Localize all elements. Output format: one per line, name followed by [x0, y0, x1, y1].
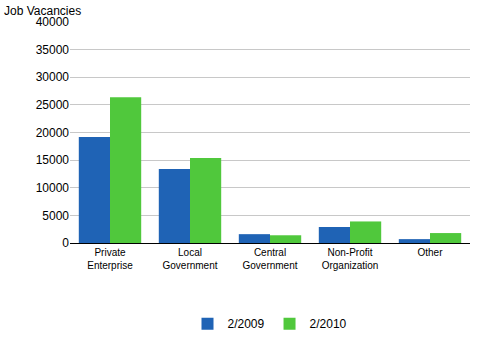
- svg-text:40000: 40000: [36, 15, 70, 29]
- svg-text:Non-ProfitOrganization: Non-ProfitOrganization: [322, 247, 379, 271]
- svg-text:CentralGovernment: CentralGovernment: [242, 247, 297, 271]
- svg-text:15000: 15000: [36, 153, 70, 167]
- svg-text:LocalGovernment: LocalGovernment: [162, 247, 217, 271]
- svg-text:5000: 5000: [42, 209, 69, 223]
- svg-text:20000: 20000: [36, 126, 70, 140]
- svg-text:Other: Other: [417, 247, 443, 258]
- svg-text:0: 0: [62, 236, 69, 250]
- svg-text:25000: 25000: [36, 98, 70, 112]
- svg-text:30000: 30000: [36, 70, 70, 84]
- svg-text:35000: 35000: [36, 43, 70, 57]
- svg-text:10000: 10000: [36, 181, 70, 195]
- svg-text:Job Vacancies: Job Vacancies: [4, 4, 81, 18]
- svg-text:PrivateEnterprise: PrivateEnterprise: [87, 247, 133, 271]
- svg-text:2/2010: 2/2010: [310, 317, 347, 331]
- svg-text:2/2009: 2/2009: [228, 317, 265, 331]
